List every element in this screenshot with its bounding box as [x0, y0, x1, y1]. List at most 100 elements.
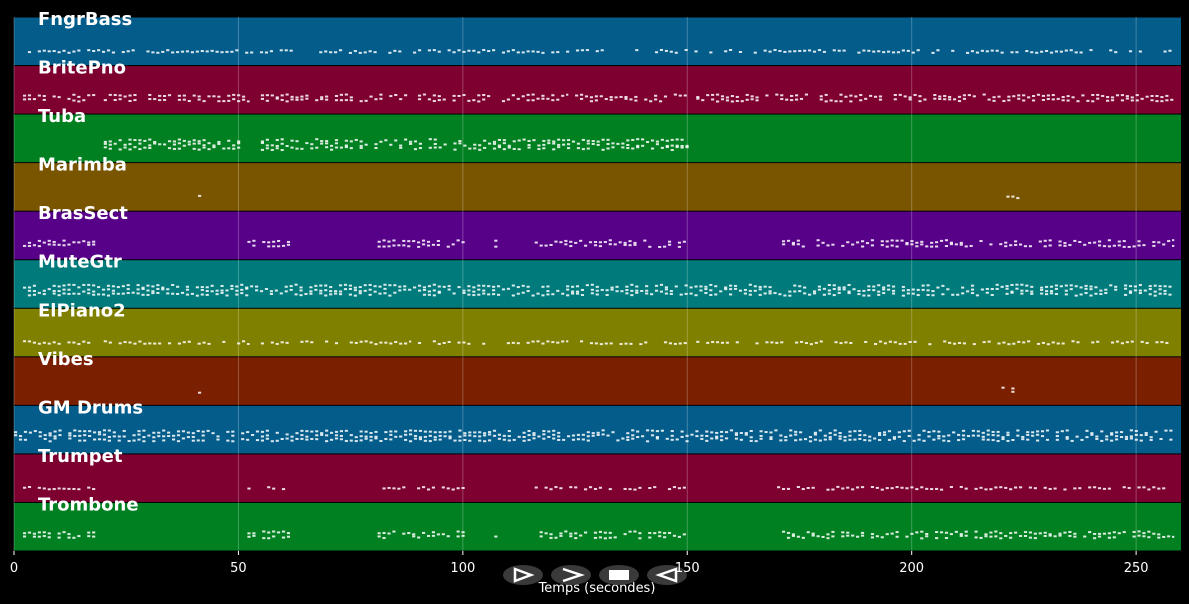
note	[379, 93, 383, 96]
note	[974, 487, 978, 490]
note	[433, 138, 437, 141]
note	[487, 433, 492, 436]
note	[959, 243, 963, 246]
note	[62, 292, 66, 295]
note	[1133, 289, 1138, 292]
note	[118, 139, 122, 142]
note	[1095, 435, 1099, 438]
note	[310, 143, 314, 146]
note	[506, 287, 510, 290]
note	[404, 94, 408, 97]
note	[984, 533, 988, 536]
note-span	[382, 486, 465, 491]
note	[497, 144, 501, 147]
note	[142, 440, 146, 443]
note	[117, 435, 121, 438]
note	[1031, 99, 1036, 102]
note	[215, 289, 219, 292]
note	[186, 436, 190, 439]
note	[324, 50, 328, 53]
note	[1128, 290, 1133, 293]
note	[907, 435, 911, 438]
note	[948, 98, 952, 101]
note	[123, 341, 127, 344]
note	[733, 287, 738, 290]
note	[57, 532, 61, 535]
note	[207, 342, 211, 345]
note	[905, 487, 909, 490]
note	[794, 94, 799, 97]
note	[552, 148, 556, 151]
note	[1110, 439, 1114, 442]
note	[849, 100, 853, 103]
note	[743, 292, 747, 295]
note	[128, 94, 132, 97]
note	[320, 98, 324, 101]
note	[92, 290, 96, 293]
note	[1045, 429, 1050, 432]
note	[399, 146, 403, 149]
note	[246, 438, 250, 441]
note	[1093, 486, 1097, 489]
note	[205, 289, 209, 292]
note	[1085, 436, 1089, 439]
note	[1048, 244, 1052, 247]
stop-button[interactable]	[599, 565, 639, 585]
note	[270, 144, 274, 147]
note	[404, 342, 408, 345]
note	[260, 142, 265, 145]
note	[623, 243, 627, 246]
note	[885, 487, 889, 490]
note	[304, 292, 308, 295]
note	[438, 146, 442, 149]
note	[369, 95, 373, 98]
rewind-button[interactable]	[647, 565, 687, 585]
note	[359, 146, 363, 149]
note	[363, 284, 367, 287]
note	[522, 436, 526, 439]
note	[458, 142, 462, 145]
note	[37, 94, 41, 97]
note	[532, 434, 536, 437]
note	[967, 94, 971, 97]
note	[192, 139, 196, 142]
note	[118, 94, 122, 97]
note	[819, 95, 823, 98]
note	[678, 342, 682, 345]
note	[393, 291, 397, 294]
note	[705, 439, 709, 442]
note	[143, 146, 147, 149]
play-button[interactable]	[503, 565, 543, 585]
note	[619, 343, 623, 346]
note	[748, 289, 752, 292]
note	[1002, 341, 1006, 344]
note	[353, 50, 357, 53]
note	[334, 142, 339, 145]
note	[315, 146, 319, 149]
note	[880, 240, 884, 243]
note	[920, 537, 924, 540]
note	[402, 244, 406, 247]
note	[457, 341, 461, 344]
note	[1138, 289, 1142, 292]
note	[1089, 285, 1093, 288]
note	[284, 49, 288, 52]
note	[1023, 531, 1028, 534]
track-band	[14, 454, 1181, 502]
note	[794, 439, 798, 442]
note	[47, 342, 51, 345]
note	[422, 243, 426, 246]
note	[354, 341, 358, 344]
note	[839, 342, 843, 345]
note	[57, 536, 61, 539]
note	[932, 430, 936, 433]
note	[191, 435, 195, 438]
note	[986, 438, 990, 441]
note	[427, 49, 431, 52]
note	[240, 292, 244, 295]
note	[672, 534, 677, 537]
note	[696, 340, 700, 343]
note	[926, 289, 930, 292]
note	[363, 289, 367, 292]
forward-button[interactable]	[551, 565, 591, 585]
